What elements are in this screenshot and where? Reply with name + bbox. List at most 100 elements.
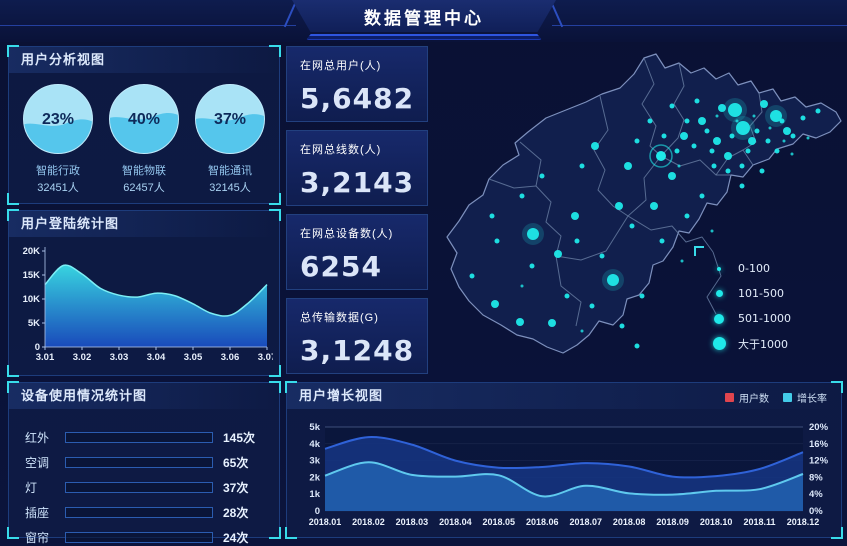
svg-text:40%: 40%	[128, 111, 160, 128]
svg-text:2018.08: 2018.08	[613, 517, 646, 527]
gauge-count: 62457人	[123, 182, 165, 194]
panel-device-usage: 设备使用情况统计图 红外 145次 空调 65次灯 37次 插座 28次 窗帘 24次	[7, 381, 281, 545]
legend-item-users[interactable]: 用户数	[725, 390, 769, 405]
map-legend-item-2: 101-500	[712, 281, 791, 306]
svg-text:2018.12: 2018.12	[787, 517, 820, 527]
svg-text:12%: 12%	[809, 456, 829, 467]
bar-value: 24次	[223, 531, 249, 545]
bar-track	[65, 482, 213, 493]
header-slash-right-icon	[550, 2, 564, 28]
stat-label: 总传输数据(G)	[300, 312, 379, 324]
stat-value: 3,2143	[300, 166, 415, 199]
panel-user-growth: 用户增长视图 用户数 增长率 0 1k 2k 3k 4k 5k 0% 4% 8% 12% 16% 20…	[285, 381, 843, 539]
stat-label: 在网总用户(人)	[300, 60, 382, 72]
gauge-label: 智能行政	[36, 165, 80, 177]
device-usage-bars: 红外 145次 空调 65次灯 37次 插座 28次 窗帘 24次	[9, 409, 279, 546]
stat-label: 在网总设备数(人)	[300, 228, 394, 240]
growth-chart-legend: 用户数 增长率	[725, 390, 827, 405]
legend-users-label: 用户数	[739, 394, 769, 405]
svg-text:23%: 23%	[42, 111, 74, 128]
map-shape	[432, 46, 842, 381]
legend-dot-label: 大于1000	[738, 337, 788, 351]
stat-card-total-data: 总传输数据(G) 3,1248	[286, 298, 428, 374]
panel-user-growth-title: 用户增长视图	[287, 383, 841, 409]
svg-text:2018.03: 2018.03	[396, 517, 429, 527]
svg-text:5k: 5k	[309, 422, 320, 433]
bar-track	[65, 432, 213, 443]
svg-text:3.04: 3.04	[147, 352, 166, 363]
header-divider-left	[0, 25, 296, 26]
bar-value: 37次	[223, 481, 249, 495]
legend-dot-label: 0-100	[738, 262, 770, 275]
panel-user-analysis-title: 用户分析视图	[9, 47, 279, 73]
svg-text:2018.06: 2018.06	[526, 517, 559, 527]
map-legend-item-1: 0-100	[712, 256, 791, 281]
bar-value: 145次	[223, 431, 256, 445]
gauge-label: 智能物联	[122, 165, 166, 177]
header-bar: 数据管理中心	[0, 0, 847, 42]
svg-text:0: 0	[35, 342, 40, 353]
svg-text:20%: 20%	[809, 422, 829, 433]
bar-row-3: 灯 37次	[25, 475, 265, 500]
svg-text:4k: 4k	[309, 439, 320, 450]
title-underline	[306, 34, 542, 40]
bar-row-1: 红外 145次	[25, 425, 265, 450]
page-title: 数据管理中心	[364, 8, 484, 28]
growth-swatch-icon	[783, 393, 792, 402]
legend-item-growth[interactable]: 增长率	[783, 390, 827, 405]
legend-dot-icon	[712, 337, 726, 350]
svg-text:3.01: 3.01	[36, 352, 55, 363]
svg-text:3k: 3k	[309, 456, 320, 467]
bar-label: 插座	[25, 506, 50, 520]
bar-track	[65, 507, 213, 518]
region-map[interactable]: 0-100 101-500 501-1000 大于1000	[432, 46, 842, 376]
map-legend: 0-100 101-500 501-1000 大于1000	[694, 246, 795, 362]
gauge-label: 智能通讯	[208, 165, 252, 177]
svg-text:15K: 15K	[23, 270, 41, 281]
bar-value: 65次	[223, 456, 249, 470]
legend-dot-label: 501-1000	[738, 312, 791, 325]
svg-text:3.06: 3.06	[221, 352, 240, 363]
users-swatch-icon	[725, 393, 734, 402]
svg-text:2018.10: 2018.10	[700, 517, 733, 527]
svg-text:3.02: 3.02	[73, 352, 92, 363]
title-plate: 数据管理中心	[292, 0, 556, 32]
svg-text:4%: 4%	[809, 489, 823, 500]
svg-text:10K: 10K	[23, 294, 41, 305]
liquid-gauges: 23% 智能行政 32451人 40% 智能物联 62457人 37% 智能通讯 32145人	[9, 73, 279, 195]
panel-login-stats: 用户登陆统计图 0 5K 10K 15K 20K 3.01 3.02 3.03 3.04 3.05…	[7, 209, 281, 378]
gauge-3: 37% 智能通讯 32145人	[189, 81, 271, 195]
stat-card-online-lines: 在网总线数(人) 3,2143	[286, 130, 428, 206]
svg-text:3.03: 3.03	[110, 352, 129, 363]
panel-login-stats-title: 用户登陆统计图	[9, 211, 279, 237]
login-area-chart: 0 5K 10K 15K 20K 3.01 3.02 3.03 3.04 3.05 3.06 3.07	[9, 237, 279, 378]
stat-value: 6254	[300, 250, 382, 283]
bar-row-5: 窗帘 24次	[25, 525, 265, 546]
bar-row-2: 空调 65次	[25, 450, 265, 475]
legend-corner-bracket	[694, 246, 704, 256]
stat-card-online-users: 在网总用户(人) 5,6482	[286, 46, 428, 122]
svg-text:2018.07: 2018.07	[569, 517, 602, 527]
gauge-count: 32451人	[37, 182, 79, 194]
svg-text:2018.02: 2018.02	[352, 517, 385, 527]
svg-text:0: 0	[315, 506, 320, 517]
bar-label: 空调	[25, 456, 50, 470]
svg-text:8%: 8%	[809, 472, 823, 483]
gauge-count: 32145人	[209, 182, 251, 194]
svg-text:3.07: 3.07	[258, 352, 273, 363]
legend-dot-icon	[717, 266, 721, 271]
bar-label: 窗帘	[25, 531, 50, 545]
svg-text:16%: 16%	[809, 439, 829, 450]
svg-text:0%: 0%	[809, 506, 823, 517]
svg-text:5K: 5K	[28, 318, 40, 329]
bar-label: 红外	[25, 431, 50, 445]
svg-text:2018.09: 2018.09	[656, 517, 689, 527]
legend-growth-label: 增长率	[797, 394, 827, 405]
bar-label: 灯	[25, 481, 38, 495]
svg-text:1k: 1k	[309, 489, 320, 500]
legend-dot-label: 101-500	[738, 287, 784, 300]
svg-text:2018.01: 2018.01	[309, 517, 342, 527]
bar-track	[65, 457, 213, 468]
growth-dual-axis-chart: 0 1k 2k 3k 4k 5k 0% 4% 8% 12% 16% 20% 2018.01 2018.02…	[287, 409, 841, 542]
svg-text:2018.11: 2018.11	[744, 517, 776, 527]
